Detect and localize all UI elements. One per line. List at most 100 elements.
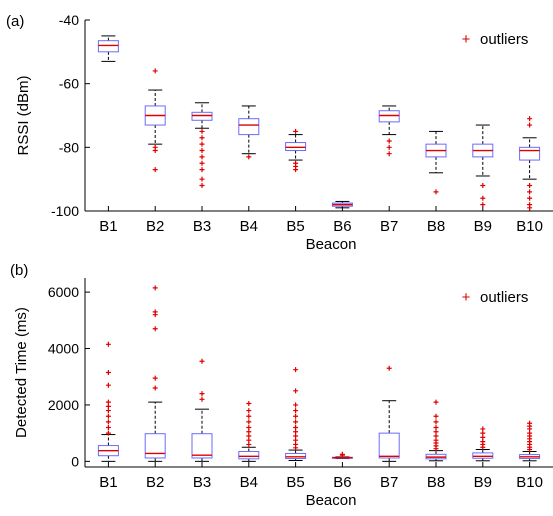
x-tick-label: B4 [240, 218, 258, 235]
outlier-point [433, 425, 439, 431]
outlier-point [433, 189, 439, 195]
outlier-point [105, 430, 111, 436]
outlier-point [246, 437, 252, 443]
outlier-point [152, 309, 158, 315]
outlier-point [433, 433, 439, 439]
outlier-point [105, 370, 111, 375]
x-tick-label: B9 [474, 474, 492, 491]
outlier-point [199, 154, 205, 160]
x-tick-label: B8 [427, 218, 445, 235]
outlier-point [480, 426, 486, 432]
outlier-point [246, 441, 252, 447]
iqr-box [285, 142, 307, 152]
outlier-point [152, 285, 158, 291]
outlier-point [293, 413, 299, 419]
legend-marker: + [462, 31, 471, 48]
outlier-point [293, 433, 299, 439]
y-tick-label: -60 [59, 76, 79, 92]
outlier-point [527, 189, 533, 195]
x-tick-label: B10 [516, 218, 543, 235]
outlier-point [105, 413, 111, 419]
x-tick-label: B7 [380, 474, 398, 491]
outlier-point [246, 413, 252, 419]
outlier-point [480, 434, 486, 440]
outlier-point [293, 367, 299, 373]
x-tick-label: B5 [286, 474, 304, 491]
outlier-point [246, 419, 252, 425]
outlier-point [386, 144, 392, 150]
outlier-point [293, 441, 299, 447]
outlier-point [339, 451, 345, 457]
outlier-point [527, 195, 533, 201]
legend-label: outliers [480, 289, 528, 306]
legend-marker: + [462, 289, 471, 306]
iqr-box [472, 452, 494, 459]
y-tick-label: -80 [59, 139, 79, 155]
outlier-point [293, 429, 299, 435]
iqr-box [238, 118, 260, 136]
outlier-point [527, 420, 533, 426]
outlier-point [105, 399, 111, 405]
outlier-point [433, 429, 439, 435]
iqr-box [378, 432, 400, 459]
x-tick-label: B3 [193, 474, 211, 491]
iqr-box [144, 433, 166, 459]
x-tick-label: B7 [380, 218, 398, 235]
iqr-box [97, 40, 119, 53]
outlier-point [527, 116, 533, 122]
y-tick-label: 4000 [48, 341, 79, 357]
x-tick-label: B6 [333, 474, 351, 491]
outlier-point [433, 399, 439, 405]
outlier-point [199, 148, 205, 154]
x-tick-label: B1 [99, 474, 117, 491]
outlier-point [152, 68, 158, 74]
outlier-point [199, 391, 205, 397]
y-tick-label: -100 [51, 203, 79, 219]
outlier-point [199, 396, 205, 402]
x-tick-label: B9 [474, 218, 492, 235]
x-tick-label: B6 [333, 218, 351, 235]
outlier-point [152, 167, 158, 173]
outlier-point [199, 183, 205, 189]
iqr-box [191, 433, 213, 459]
outlier-point [199, 358, 205, 364]
outlier-point [293, 128, 299, 134]
y-tick-label: 2000 [48, 397, 79, 413]
outlier-point [152, 326, 158, 332]
outlier-point [293, 437, 299, 443]
outlier-point [199, 167, 205, 173]
outlier-point [199, 141, 205, 147]
legend-label: outliers [480, 31, 528, 48]
outlier-point [386, 151, 392, 157]
outlier-point [480, 195, 486, 201]
outlier-point [105, 408, 111, 414]
outlier-point [105, 382, 111, 388]
panel-label: (b) [10, 262, 28, 279]
outlier-point [199, 135, 205, 141]
x-tick-label: B8 [427, 474, 445, 491]
outlier-point [480, 202, 486, 208]
x-tick-label: B2 [146, 474, 164, 491]
x-axis-label: Beacon [306, 492, 357, 509]
y-axis-label: RSSI (dBm) [15, 75, 32, 155]
iqr-box [238, 450, 260, 460]
outlier-point [246, 429, 252, 435]
outlier-point [527, 430, 533, 436]
outlier-point [246, 401, 252, 407]
outlier-point [105, 341, 111, 347]
outlier-point [293, 167, 299, 173]
iqr-box [285, 452, 307, 460]
outlier-point [199, 176, 205, 182]
outlier-point [386, 138, 392, 144]
outlier-point [433, 413, 439, 419]
x-tick-label: B10 [516, 474, 543, 491]
x-tick-label: B3 [193, 218, 211, 235]
outlier-point [105, 403, 111, 409]
x-tick-label: B1 [99, 218, 117, 235]
outlier-point [386, 365, 392, 371]
outlier-point [433, 437, 439, 443]
outlier-point [293, 408, 299, 414]
x-tick-label: B5 [286, 218, 304, 235]
outlier-point [199, 128, 205, 134]
